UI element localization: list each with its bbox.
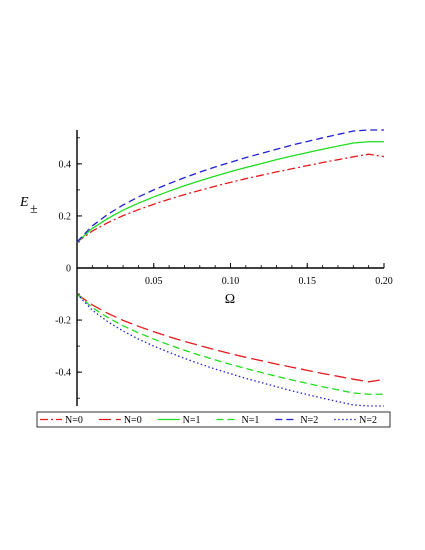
legend-label: N=0 <box>65 415 83 426</box>
legend-label: N=1 <box>242 415 260 426</box>
legend-label: N=2 <box>300 415 318 426</box>
legend-label: N=0 <box>124 415 142 426</box>
series-line-2 <box>76 141 384 243</box>
legend: N=0 N=0 N=1 N=1 N=2 N=2 <box>36 411 391 428</box>
series-line-5 <box>76 293 384 407</box>
x-tick-label: 0.15 <box>299 276 317 287</box>
series-line-4 <box>76 129 384 243</box>
legend-label: N=1 <box>183 415 201 426</box>
y-tick-label: 0 <box>66 264 71 275</box>
x-tick-label: 0.10 <box>222 276 240 287</box>
y-axis-label-subscript: ± <box>30 202 38 217</box>
series-line-1 <box>76 293 385 383</box>
legend-box <box>36 411 391 428</box>
y-tick-label: 0.2 <box>59 211 72 222</box>
y-tick-label: -0.2 <box>55 316 71 327</box>
series-layer <box>76 129 385 407</box>
series-line-0 <box>76 153 385 243</box>
x-axis-label: Ω <box>225 292 235 307</box>
y-tick-label: -0.4 <box>55 368 71 379</box>
x-tick-label: 0.05 <box>145 276 163 287</box>
y-tick-label: 0.4 <box>59 159 72 170</box>
ticks: 0.05 0.10 0.15 0.20 -0.4 -0.2 0 0.2 0.4 <box>55 137 393 399</box>
series-line-3 <box>76 293 384 395</box>
y-axis-label: E <box>19 195 29 210</box>
legend-label: N=2 <box>359 415 377 426</box>
x-tick-label: 0.20 <box>375 276 393 287</box>
